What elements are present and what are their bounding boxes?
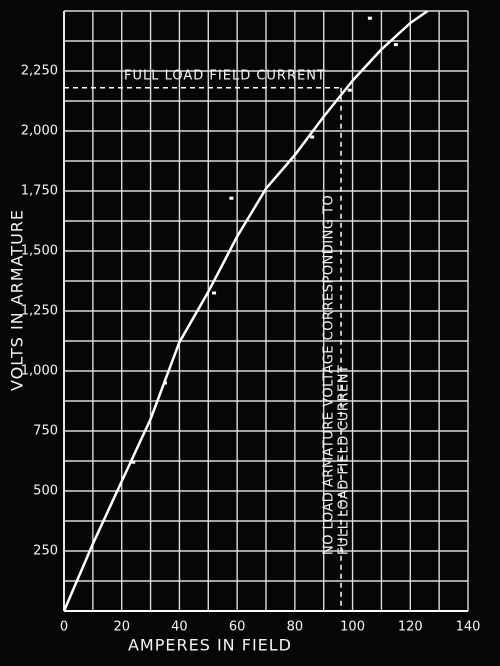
x-tick-label: 100 [340, 620, 365, 635]
y-tick-label: 1,000 [21, 364, 58, 379]
y-tick-label: 1,500 [21, 244, 58, 259]
data-point [347, 88, 352, 92]
data-point [163, 381, 167, 385]
data-point [310, 135, 315, 139]
y-tick-label: 500 [33, 484, 58, 499]
y-tick-label: 750 [33, 424, 58, 439]
y-axis-label: VOLTS IN ARMATURE [8, 209, 27, 391]
data-point [212, 291, 217, 295]
y-tick-label: 1,750 [21, 184, 58, 199]
x-tick-label: 140 [456, 620, 481, 635]
x-tick-label: 60 [229, 620, 246, 635]
data-point [229, 196, 234, 200]
x-tick-label: 80 [287, 620, 304, 635]
data-point [393, 43, 398, 47]
x-axis-label: AMPERES IN FIELD [128, 636, 292, 655]
annotation: NO LOAD ARMATURE VOLTAGE CORRESPONDING T… [322, 195, 337, 555]
y-tick-label: 2,250 [21, 64, 58, 79]
y-tick-label: 2,000 [21, 124, 58, 139]
x-tick-label: 40 [171, 620, 188, 635]
x-tick-label: 20 [113, 620, 130, 635]
y-tick-label: 1,250 [21, 304, 58, 319]
y-tick-label: 250 [33, 544, 58, 559]
x-tick-label: 0 [60, 620, 68, 635]
curve [62, 9, 429, 612]
data-point [367, 16, 372, 20]
annotation: FULL LOAD FIELD CURRENT [124, 68, 326, 83]
data-point [131, 460, 136, 464]
annotation: FULL LOAD FIELD CURRENT [337, 365, 352, 555]
x-tick-label: 120 [398, 620, 423, 635]
